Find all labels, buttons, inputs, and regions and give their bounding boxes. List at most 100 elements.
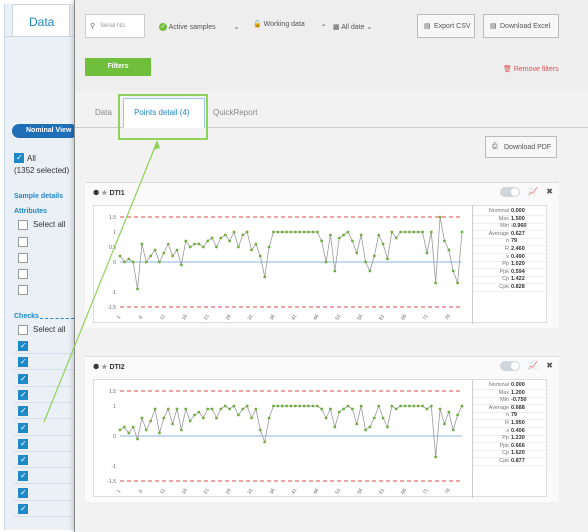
data-point xyxy=(228,407,232,411)
data-point xyxy=(333,269,337,273)
check-checkbox[interactable] xyxy=(18,504,28,514)
data-point xyxy=(171,422,175,426)
toggle-switch[interactable] xyxy=(499,187,520,197)
x-tick-label: 11 xyxy=(159,488,167,496)
check-checkbox[interactable] xyxy=(18,406,28,417)
data-point xyxy=(197,242,201,246)
check-checkbox[interactable] xyxy=(18,373,28,384)
star-icon[interactable]: ★ xyxy=(101,364,108,371)
nominal-view-button[interactable]: Nominal View xyxy=(12,124,78,138)
sample-details-toggle[interactable]: Sample details xyxy=(14,193,64,200)
attributes-toggle[interactable]: Attributes xyxy=(14,208,48,215)
stat-row: Cp 1.620 xyxy=(473,450,549,459)
chart-icon[interactable]: 📈 xyxy=(528,361,539,371)
chart-box: 1.5 1 0 -1 -1.5 1 6 11 16 21 26 31 36 41 46 51 56 61 66 71 7… xyxy=(93,379,549,498)
data-point xyxy=(267,245,271,249)
data-point xyxy=(136,287,139,291)
stat-value: 0.594 xyxy=(511,268,525,275)
download-pdf-button[interactable]: ⎙ Download PDF xyxy=(485,136,557,158)
select-all-attributes-checkbox[interactable] xyxy=(18,220,28,230)
y-tick-label: 0.5 xyxy=(109,245,116,251)
panel-title-text: DTI1 xyxy=(109,190,125,197)
all-checkbox[interactable] xyxy=(14,153,24,163)
stat-value: 1.230 xyxy=(511,435,525,442)
data-point xyxy=(381,242,385,246)
attribute-checkbox[interactable] xyxy=(18,269,28,279)
export-csv-button[interactable]: ▤ Export CSV xyxy=(417,14,475,38)
data-point xyxy=(307,404,310,408)
active-samples-label: Active samples xyxy=(168,24,216,31)
data-point xyxy=(272,230,275,234)
check-checkbox[interactable] xyxy=(18,438,28,449)
tab-data[interactable]: Data xyxy=(95,108,112,117)
sidebar-tab-data[interactable]: Data xyxy=(12,4,70,36)
stat-value: 1.200 xyxy=(511,389,525,396)
tab-points-detail[interactable]: Points detail (4) xyxy=(123,98,205,128)
remove-filters-link[interactable]: 🗑 Remove filters xyxy=(503,65,559,73)
stat-label: Max xyxy=(498,215,509,222)
check-checkbox[interactable] xyxy=(18,341,28,351)
remove-filters-label: Remove filters xyxy=(513,66,559,73)
collapse-icon[interactable]: ⚉ xyxy=(93,364,100,371)
data-point xyxy=(324,260,328,264)
close-icon[interactable]: ✖ xyxy=(546,361,553,371)
select-all-checks-checkbox[interactable] xyxy=(18,325,28,335)
date-dropdown[interactable]: ▦ All date ⌄ xyxy=(333,23,372,31)
stats-table: Nominal 0.000 Max 1.200 Min -0.750 Average 0.68… xyxy=(472,380,549,498)
data-point xyxy=(407,230,411,234)
x-tick-label: 71 xyxy=(422,313,430,321)
data-point xyxy=(166,242,170,246)
filters-button[interactable]: Filters xyxy=(85,58,151,76)
data-point xyxy=(158,260,161,264)
collapse-icon[interactable]: ⚉ xyxy=(93,190,100,197)
download-excel-button[interactable]: ▤ Download Excel xyxy=(483,14,559,38)
data-point xyxy=(228,239,232,243)
data-point xyxy=(329,233,332,237)
check-checkbox[interactable] xyxy=(18,487,28,498)
attribute-checkbox[interactable] xyxy=(18,285,28,295)
data-point xyxy=(122,425,126,429)
chart-icon[interactable]: 📈 xyxy=(528,187,539,197)
check-checkbox[interactable] xyxy=(18,455,28,466)
check-checkbox[interactable] xyxy=(18,471,28,482)
data-point xyxy=(140,416,144,420)
chevron-down-icon: ⌄ xyxy=(233,24,240,31)
data-point xyxy=(412,230,416,234)
x-tick-label: 26 xyxy=(225,313,233,321)
stat-label: Cp xyxy=(501,450,509,457)
check-circle-icon: ✓ xyxy=(159,23,167,32)
data-point xyxy=(368,425,372,429)
checks-toggle[interactable]: Checks xyxy=(14,313,39,320)
data-point xyxy=(329,407,332,411)
x-tick-label: 36 xyxy=(269,487,277,495)
check-checkbox[interactable] xyxy=(18,389,28,400)
attribute-checkbox[interactable] xyxy=(18,253,28,263)
data-point xyxy=(206,407,210,411)
check-row xyxy=(14,436,74,452)
divider xyxy=(4,36,74,37)
series-line xyxy=(119,216,463,290)
data-point xyxy=(456,413,460,417)
serial-search-input[interactable]: ⚲ Serial No. xyxy=(85,14,145,38)
x-tick-label: 41 xyxy=(291,487,299,495)
data-point xyxy=(223,404,227,408)
attribute-checkbox[interactable] xyxy=(18,237,28,247)
check-checkbox[interactable] xyxy=(18,422,28,433)
data-point xyxy=(443,422,446,426)
data-point xyxy=(372,254,376,258)
stat-row: Max 1.200 xyxy=(473,390,549,398)
trash-icon: 🗑 xyxy=(503,66,512,73)
check-checkbox[interactable] xyxy=(18,357,28,368)
active-samples-dropdown[interactable]: ✓ Active samples ⌄ xyxy=(159,23,240,32)
x-tick-label: 6 xyxy=(138,489,145,495)
working-data-dropdown[interactable]: 🔓 Working data ⌄ xyxy=(253,20,327,28)
toggle-switch[interactable] xyxy=(499,361,520,371)
tab-quickreport[interactable]: QuickReport xyxy=(213,108,258,117)
data-point xyxy=(298,230,302,234)
file-icon: ▤ xyxy=(490,23,497,30)
data-point xyxy=(364,428,367,432)
stat-row: Nominal 0.000 xyxy=(473,382,549,390)
star-icon[interactable]: ★ xyxy=(101,190,108,197)
close-icon[interactable]: ✖ xyxy=(546,187,553,197)
data-point xyxy=(184,239,188,243)
